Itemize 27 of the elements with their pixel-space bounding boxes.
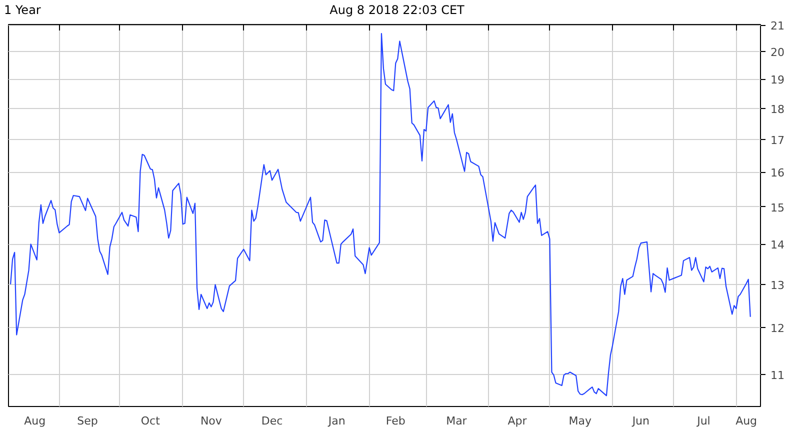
x-tick-label: Mar <box>446 414 468 428</box>
y-tick-label: 18 <box>770 102 784 116</box>
x-tick-label: Sep <box>77 414 98 428</box>
x-tick-label: Feb <box>386 414 406 428</box>
y-tick-label: 15 <box>770 201 784 214</box>
line-series <box>10 33 751 396</box>
y-tick-label: 12 <box>770 322 784 336</box>
text: Aug 8 2018 22:03 CET <box>330 3 464 17</box>
y-tick-label: 13 <box>770 278 784 292</box>
y-tick-label: 17 <box>770 134 784 147</box>
y-tick-label: 14 <box>770 238 784 252</box>
chart-title: 1 Year <box>4 2 41 19</box>
y-tick-label: 11 <box>770 369 784 382</box>
x-tick-label: Jan <box>327 414 346 428</box>
x-tick-label: Aug <box>24 414 46 428</box>
y-tick-label: 19 <box>770 74 784 87</box>
x-tick-label: May <box>568 414 592 428</box>
y-tick-label: 21 <box>770 20 784 33</box>
x-tick-label: Nov <box>200 414 222 428</box>
x-tick-label: Aug <box>736 414 758 428</box>
y-tick-label: 20 <box>770 46 784 59</box>
x-tick-label: Jun <box>631 414 650 428</box>
x-tick-label: Dec <box>261 414 283 428</box>
x-tick-label: Oct <box>140 414 161 428</box>
y-tick-label: 16 <box>770 166 784 180</box>
x-tick-label: Apr <box>508 414 528 428</box>
x-tick-label: Jul <box>696 414 710 428</box>
